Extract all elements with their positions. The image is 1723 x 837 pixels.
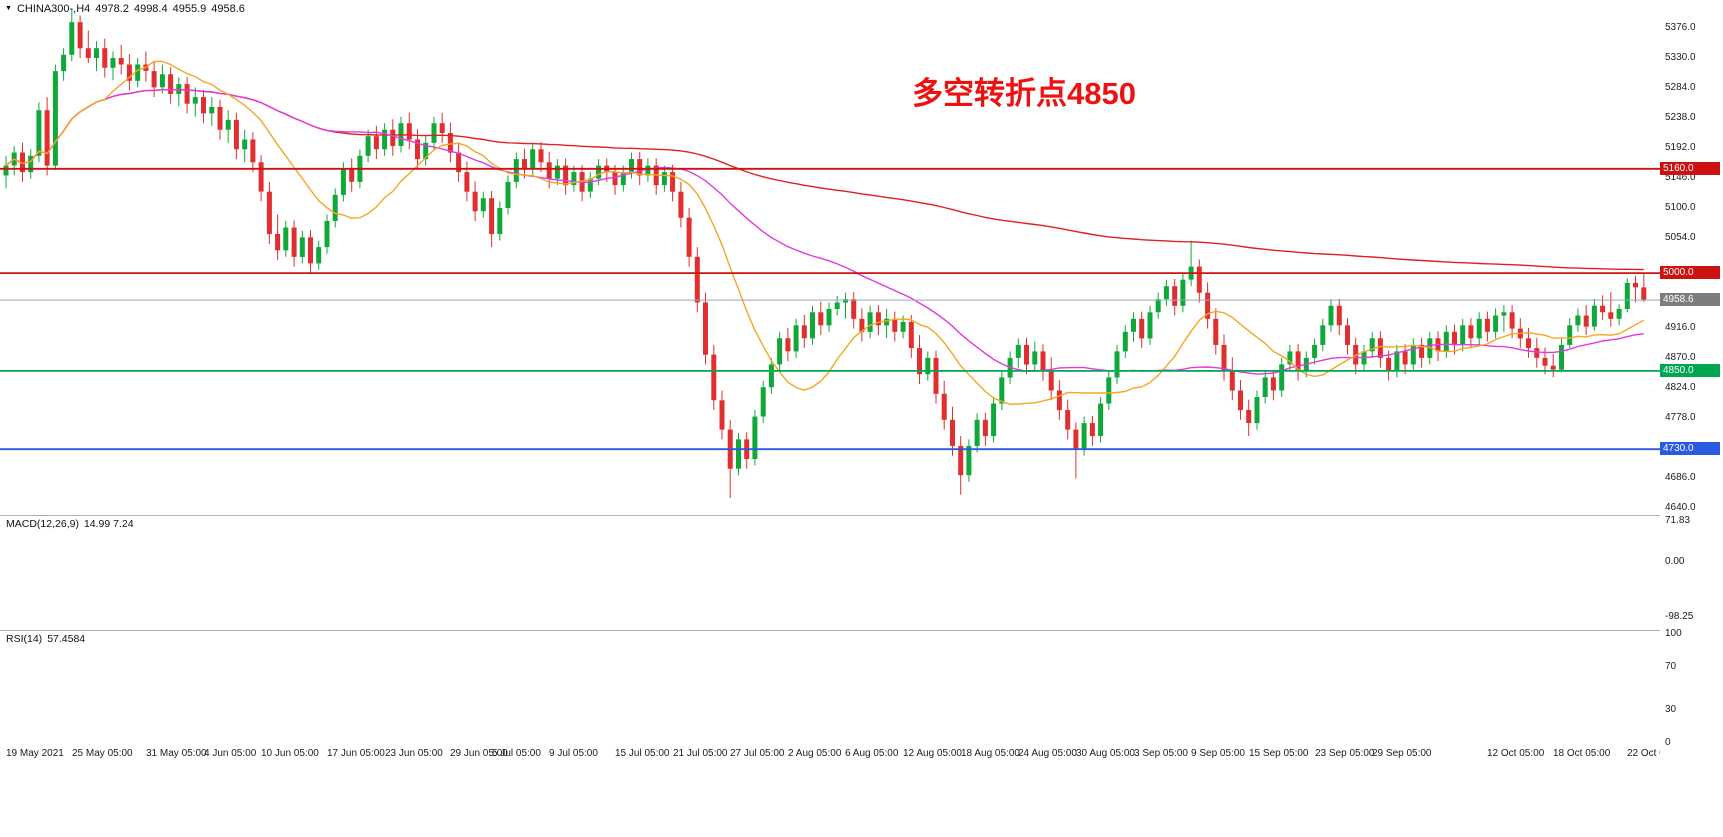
time-tick-label: 18 Oct 05:00 [1553, 748, 1611, 759]
rsi-indicator-label: RSI(14) 57.4584 [6, 633, 90, 645]
rsi-pane[interactable] [0, 631, 1660, 745]
candlestick-plot[interactable] [0, 0, 1660, 515]
time-tick-label: 27 Jul 05:00 [730, 748, 785, 759]
price-tick-label: 5192.0 [1665, 142, 1696, 153]
chart-annotation-text: 多空转折点4850 [912, 76, 1136, 111]
price-tick-label: 5376.0 [1665, 22, 1696, 33]
rsi-axis-label: 30 [1665, 704, 1677, 715]
macd-axis-label: -98.25 [1665, 611, 1694, 622]
time-tick-label: 3 Sep 05:00 [1134, 748, 1188, 759]
time-tick-label: 5 Jul 05:00 [492, 748, 541, 759]
time-tick-label: 21 Jul 05:00 [673, 748, 728, 759]
rsi-name: RSI(14) [6, 633, 43, 645]
time-tick-label: 10 Jun 05:00 [261, 748, 319, 759]
time-tick-label: 15 Jul 05:00 [615, 748, 670, 759]
pane-separator[interactable] [0, 630, 1723, 631]
time-tick-label: 30 Aug 05:00 [1076, 748, 1135, 759]
time-tick-label: 23 Jun 05:00 [385, 748, 443, 759]
macd-values: 14.99 7.24 [83, 518, 134, 530]
price-level-badge: 5160.0 [1660, 162, 1720, 175]
close-value: 4958.6 [211, 3, 245, 15]
price-tick-label: 5238.0 [1665, 112, 1696, 123]
time-tick-label: 31 May 05:00 [146, 748, 207, 759]
high-value: 4998.4 [133, 3, 168, 15]
macd-pane[interactable] [0, 516, 1660, 630]
time-tick-label: 29 Sep 05:00 [1372, 748, 1432, 759]
time-tick-label: 15 Sep 05:00 [1249, 748, 1309, 759]
time-tick-label: 29 Jun 05:00 [450, 748, 508, 759]
macd-indicator-label: MACD(12,26,9) 14.99 7.24 [6, 518, 139, 530]
time-tick-label: 9 Sep 05:00 [1191, 748, 1245, 759]
time-tick-label: 17 Jun 05:00 [327, 748, 385, 759]
price-level-badge: 4850.0 [1660, 364, 1720, 377]
time-tick-label: 19 May 2021 [6, 748, 64, 759]
time-tick-label: 22 Oct 05:00 [1627, 748, 1685, 759]
price-tick-label: 4686.0 [1665, 472, 1696, 483]
price-tick-label: 5054.0 [1665, 232, 1696, 243]
chart-menu-arrow-icon[interactable]: ▼ [5, 5, 12, 12]
price-tick-label: 5146.0 [1665, 172, 1696, 183]
current-price-badge: 4958.6 [1660, 293, 1720, 306]
time-tick-label: 25 May 05:00 [72, 748, 133, 759]
price-level-badge: 5000.0 [1660, 266, 1720, 279]
price-tick-label: 4824.0 [1665, 382, 1696, 393]
price-tick-label: 4778.0 [1665, 412, 1696, 423]
time-axis[interactable]: 19 May 2021 25 May 05:00 31 May 05:00 4 Jun… [0, 745, 1723, 765]
time-tick-label: 24 Aug 05:00 [1018, 748, 1077, 759]
price-tick-label: 4916.0 [1665, 322, 1696, 333]
time-tick-label: 18 Aug 05:00 [961, 748, 1020, 759]
symbol-period-label: CHINA300-,H4 [16, 3, 91, 15]
rsi-axis-label: 0 [1665, 737, 1671, 748]
price-tick-label: 5330.0 [1665, 52, 1696, 63]
rsi-value: 57.4584 [47, 633, 86, 645]
main-chart-pane[interactable] [0, 0, 1660, 515]
time-tick-label: 23 Sep 05:00 [1315, 748, 1375, 759]
time-tick-label: 4 Jun 05:00 [204, 748, 257, 759]
macd-name: MACD(12,26,9) [6, 518, 79, 530]
price-tick-label: 5284.0 [1665, 82, 1696, 93]
open-value: 4978.2 [95, 3, 129, 15]
macd-axis-label: 0.00 [1665, 556, 1685, 567]
price-tick-label: 5100.0 [1665, 202, 1696, 213]
price-tick-label: 4640.0 [1665, 502, 1696, 513]
macd-axis-label: 71.83 [1665, 515, 1691, 526]
time-tick-label: 12 Aug 05:00 [903, 748, 962, 759]
rsi-axis-label: 100 [1665, 628, 1682, 639]
rsi-plot[interactable] [0, 0, 1660, 114]
pane-separator[interactable] [0, 515, 1723, 516]
low-value: 4955.9 [172, 3, 207, 15]
price-axis[interactable]: 5376.0 5330.0 5284.0 5238.0 5192.0 5146.0 5100… [1660, 0, 1723, 760]
price-tick-label: 4870.0 [1665, 352, 1696, 363]
time-tick-label: 12 Oct 05:00 [1487, 748, 1545, 759]
time-tick-label: 6 Aug 05:00 [845, 748, 899, 759]
ohlc-header: ▼ CHINA300-,H4 4978.2 4998.4 4955.9 4958.6 [5, 3, 250, 15]
price-level-badge: 4730.0 [1660, 442, 1720, 455]
rsi-axis-label: 70 [1665, 661, 1677, 672]
time-tick-label: 2 Aug 05:00 [788, 748, 842, 759]
time-tick-label: 9 Jul 05:00 [549, 748, 598, 759]
